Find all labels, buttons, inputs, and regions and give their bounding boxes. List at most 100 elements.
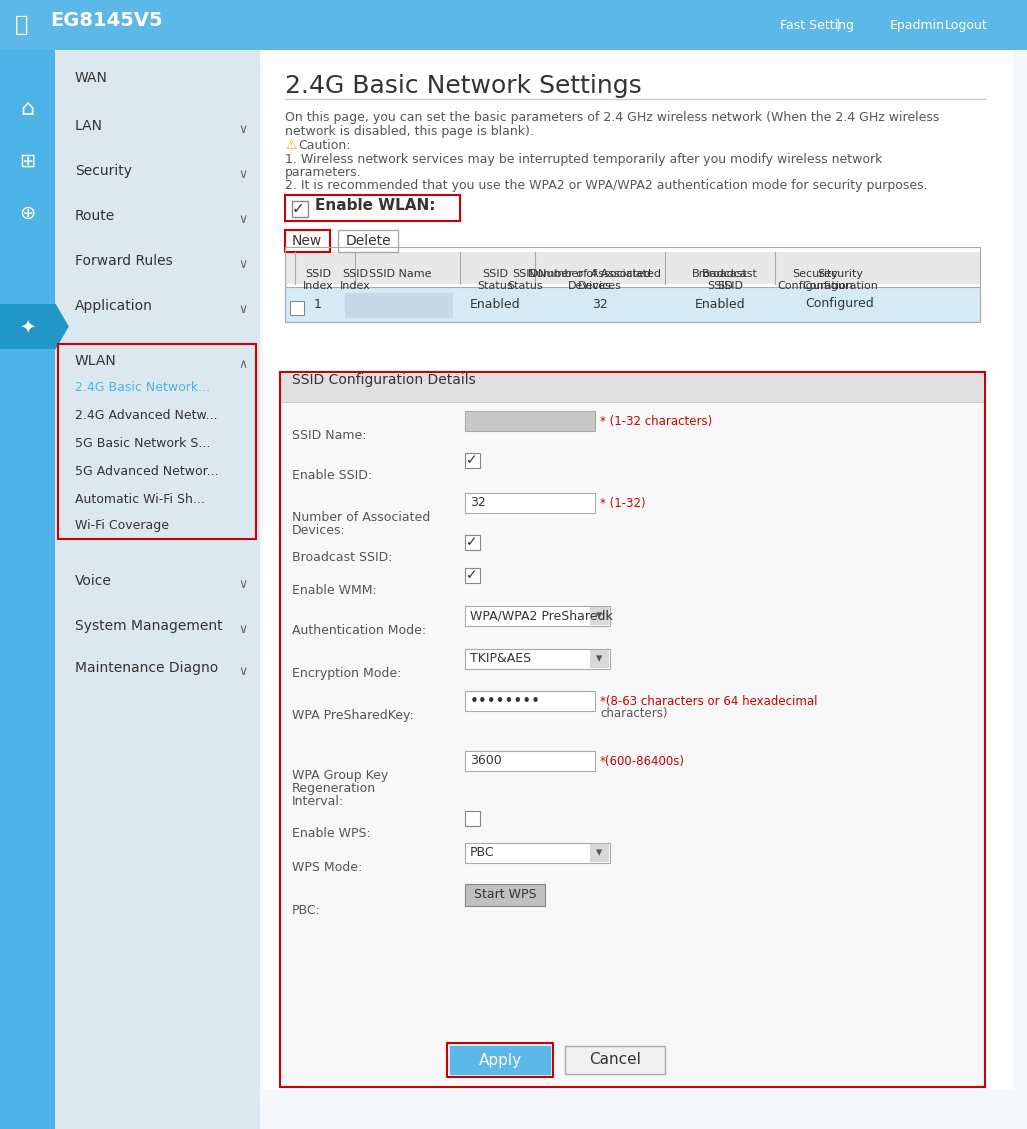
Text: WPS Mode:: WPS Mode: <box>292 861 363 874</box>
Text: Logout: Logout <box>945 18 988 32</box>
Text: ⌂: ⌂ <box>20 99 34 119</box>
Text: Delete: Delete <box>345 234 391 248</box>
Text: 1: 1 <box>314 298 321 310</box>
Text: Number of Associated: Number of Associated <box>292 511 430 524</box>
Text: parameters.: parameters. <box>286 166 362 180</box>
Text: Enabled: Enabled <box>469 298 521 310</box>
Text: ∨: ∨ <box>239 259 248 271</box>
Bar <box>280 371 985 1087</box>
Text: System Management: System Management <box>75 619 223 633</box>
Text: 32: 32 <box>470 497 486 509</box>
Text: Broadcast
SSID: Broadcast SSID <box>702 269 758 290</box>
Text: Security: Security <box>75 164 132 178</box>
Text: Number of Associated
Devices: Number of Associated Devices <box>538 269 661 290</box>
Text: SSID
Index: SSID Index <box>303 269 334 290</box>
Bar <box>465 751 595 771</box>
Text: SSID Configuration Details: SSID Configuration Details <box>292 373 476 387</box>
Text: Broadcast SSID:: Broadcast SSID: <box>292 551 392 564</box>
Text: * (1-32): * (1-32) <box>600 497 646 509</box>
Bar <box>589 650 609 668</box>
Text: 5G Basic Network S...: 5G Basic Network S... <box>75 437 211 450</box>
Text: SSID
Status: SSID Status <box>507 269 543 290</box>
Text: Broadcast
SSID: Broadcast SSID <box>692 269 748 290</box>
Text: 1. Wireless network services may be interrupted temporarily after you modify wir: 1. Wireless network services may be inte… <box>286 154 882 166</box>
Text: Configured: Configured <box>805 298 874 310</box>
Bar <box>286 230 330 252</box>
Text: ⊕: ⊕ <box>18 203 35 222</box>
Text: SSID Name: SSID Name <box>369 269 431 279</box>
Text: Apply: Apply <box>479 1052 522 1068</box>
Text: ∨: ∨ <box>239 578 248 590</box>
Bar <box>0 304 55 349</box>
Text: PBC: PBC <box>470 847 495 859</box>
Bar <box>286 252 980 285</box>
Text: Voice: Voice <box>75 574 112 588</box>
Bar <box>290 301 304 315</box>
Text: ••••••••: •••••••• <box>470 693 541 709</box>
Text: 2.4G Advanced Netw...: 2.4G Advanced Netw... <box>75 409 218 422</box>
Text: 2. It is recommended that you use the WPA2 or WPA/WPA2 authentication mode for s: 2. It is recommended that you use the WP… <box>286 180 927 192</box>
Text: ∨: ∨ <box>239 665 248 679</box>
Text: Wi-Fi Coverage: Wi-Fi Coverage <box>75 519 169 532</box>
Text: ∨: ∨ <box>239 213 248 226</box>
Text: ∧: ∧ <box>239 358 248 371</box>
Text: EG8145V5: EG8145V5 <box>50 10 162 29</box>
Bar <box>465 691 595 711</box>
Bar <box>292 201 308 217</box>
Text: LAN: LAN <box>75 119 103 133</box>
Text: SSID Name:: SSID Name: <box>292 429 367 441</box>
Text: ∨: ∨ <box>239 303 248 316</box>
Text: SSID
Status: SSID Status <box>478 269 512 290</box>
Bar <box>345 294 453 318</box>
Text: |: | <box>835 18 839 32</box>
Bar <box>465 411 595 431</box>
Bar <box>0 50 55 1129</box>
Text: 3600: 3600 <box>470 754 502 768</box>
Bar <box>281 374 984 402</box>
Bar <box>465 493 595 513</box>
Polygon shape <box>55 304 68 349</box>
Text: Enable WMM:: Enable WMM: <box>292 584 377 597</box>
Text: 2.4G Basic Network...: 2.4G Basic Network... <box>75 380 211 394</box>
Text: Maintenance Diagno: Maintenance Diagno <box>75 660 219 675</box>
Text: WPA PreSharedKey:: WPA PreSharedKey: <box>292 709 414 723</box>
Bar <box>465 811 480 826</box>
Bar <box>0 0 1027 50</box>
Text: Encryption Mode:: Encryption Mode: <box>292 667 402 680</box>
Bar <box>286 287 980 322</box>
Text: Route: Route <box>75 209 115 224</box>
Text: Cancel: Cancel <box>589 1052 641 1068</box>
Bar <box>465 843 610 863</box>
Text: WLAN: WLAN <box>75 355 117 368</box>
Text: ∨: ∨ <box>239 123 248 135</box>
Text: network is disabled, this page is blank).: network is disabled, this page is blank)… <box>286 125 534 138</box>
Bar <box>286 195 460 221</box>
Bar <box>286 247 980 322</box>
Bar <box>565 1045 665 1074</box>
Bar <box>465 568 480 583</box>
Bar <box>450 1045 550 1074</box>
Text: ⊞: ⊞ <box>18 151 35 170</box>
Text: Start WPS: Start WPS <box>473 889 536 901</box>
Text: Fast Setting: Fast Setting <box>779 18 854 32</box>
Text: characters): characters) <box>600 707 668 719</box>
Bar <box>465 884 545 905</box>
Text: Epadmin: Epadmin <box>890 18 945 32</box>
Text: New: New <box>292 234 322 248</box>
Text: Enable WPS:: Enable WPS: <box>292 828 371 840</box>
Text: Automatic Wi-Fi Sh...: Automatic Wi-Fi Sh... <box>75 493 204 506</box>
Text: ∨: ∨ <box>239 168 248 181</box>
Text: ▾: ▾ <box>596 653 602 665</box>
Bar <box>58 344 256 539</box>
Text: *(600-86400s): *(600-86400s) <box>600 754 685 768</box>
Text: Enabled: Enabled <box>694 298 746 310</box>
Text: Devices:: Devices: <box>292 524 346 537</box>
Text: TKIP&AES: TKIP&AES <box>470 653 531 665</box>
Text: WAN: WAN <box>75 71 108 85</box>
Text: Application: Application <box>75 299 153 313</box>
Text: 5G Advanced Networ...: 5G Advanced Networ... <box>75 465 219 478</box>
Bar <box>589 607 609 625</box>
Text: WPA/WPA2 PreSharedk: WPA/WPA2 PreSharedk <box>470 610 613 622</box>
Text: ✓: ✓ <box>466 453 478 467</box>
Text: *(8-63 characters or 64 hexadecimal: *(8-63 characters or 64 hexadecimal <box>600 694 817 708</box>
